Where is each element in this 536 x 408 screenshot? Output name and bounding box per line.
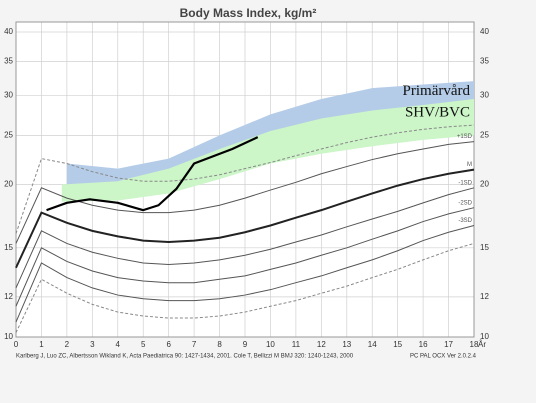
y-tick-label-right: 15 bbox=[480, 243, 489, 252]
y-tick-label: 20 bbox=[4, 180, 13, 189]
reference-curve bbox=[15, 207, 475, 307]
y-tick-label-right: 20 bbox=[480, 180, 489, 189]
x-tick-label: 1 bbox=[39, 340, 44, 349]
x-tick-label: 14 bbox=[368, 340, 377, 349]
band-label: SHV/BVC bbox=[405, 105, 470, 121]
band bbox=[61, 98, 475, 202]
patient-curve bbox=[46, 136, 259, 212]
x-tick-label: 7 bbox=[192, 340, 197, 349]
reference-curve bbox=[15, 124, 475, 234]
footer-right: PC PAL OCX Ver 2.0.2.4 bbox=[410, 354, 477, 360]
reference-curve bbox=[15, 141, 475, 244]
x-tick-label: 9 bbox=[243, 340, 248, 349]
x-tick-label: 17 bbox=[444, 340, 453, 349]
y-tick-label-right: 12 bbox=[480, 292, 489, 301]
x-tick-label: 4 bbox=[116, 340, 121, 349]
curve-label: -3SD bbox=[458, 218, 472, 224]
x-tick-label: 3 bbox=[90, 340, 95, 349]
y-tick-label: 10 bbox=[4, 332, 13, 341]
x-tick-label: 0 bbox=[14, 340, 19, 349]
x-unit: År bbox=[478, 340, 486, 349]
band-label: Primärvård bbox=[403, 83, 471, 99]
y-tick-label-right: 35 bbox=[480, 56, 489, 65]
y-tick-label: 15 bbox=[4, 243, 13, 252]
chart-title: Body Mass Index, kg/m² bbox=[180, 6, 317, 20]
x-tick-label: 10 bbox=[266, 340, 275, 349]
y-tick-label-right: 40 bbox=[480, 27, 489, 36]
x-tick-label: 8 bbox=[217, 340, 222, 349]
reference-curve bbox=[15, 242, 475, 333]
x-tick-label: 15 bbox=[393, 340, 402, 349]
footer-left: Karlberg J, Luo ZC, Albertsson Wikland K… bbox=[16, 354, 354, 360]
x-tick-label: 11 bbox=[292, 340, 301, 349]
plot-border bbox=[15, 21, 475, 338]
x-tick-label: 16 bbox=[419, 340, 428, 349]
x-tick-label: 6 bbox=[166, 340, 171, 349]
reference-curve bbox=[15, 225, 475, 323]
curve-label: +1SD bbox=[457, 134, 473, 140]
curve-label: M bbox=[467, 162, 472, 168]
x-tick-label: 18 bbox=[470, 340, 479, 349]
y-tick-label: 40 bbox=[4, 27, 13, 36]
y-tick-label: 35 bbox=[4, 56, 13, 65]
x-tick-label: 13 bbox=[342, 340, 351, 349]
y-tick-label-right: 30 bbox=[480, 90, 489, 99]
y-tick-label: 25 bbox=[4, 131, 13, 140]
y-tick-label: 12 bbox=[4, 292, 13, 301]
y-tick-label-right: 25 bbox=[480, 131, 489, 140]
reference-curve bbox=[15, 187, 475, 289]
y-tick-label-right: 10 bbox=[480, 332, 489, 341]
y-tick-label: 30 bbox=[4, 90, 13, 99]
curve-label: -2SD bbox=[458, 200, 472, 206]
curve-label: -1SD bbox=[458, 180, 472, 186]
x-tick-label: 12 bbox=[317, 340, 326, 349]
x-tick-label: 2 bbox=[65, 340, 70, 349]
x-tick-label: 5 bbox=[141, 340, 146, 349]
reference-curve bbox=[15, 168, 475, 269]
